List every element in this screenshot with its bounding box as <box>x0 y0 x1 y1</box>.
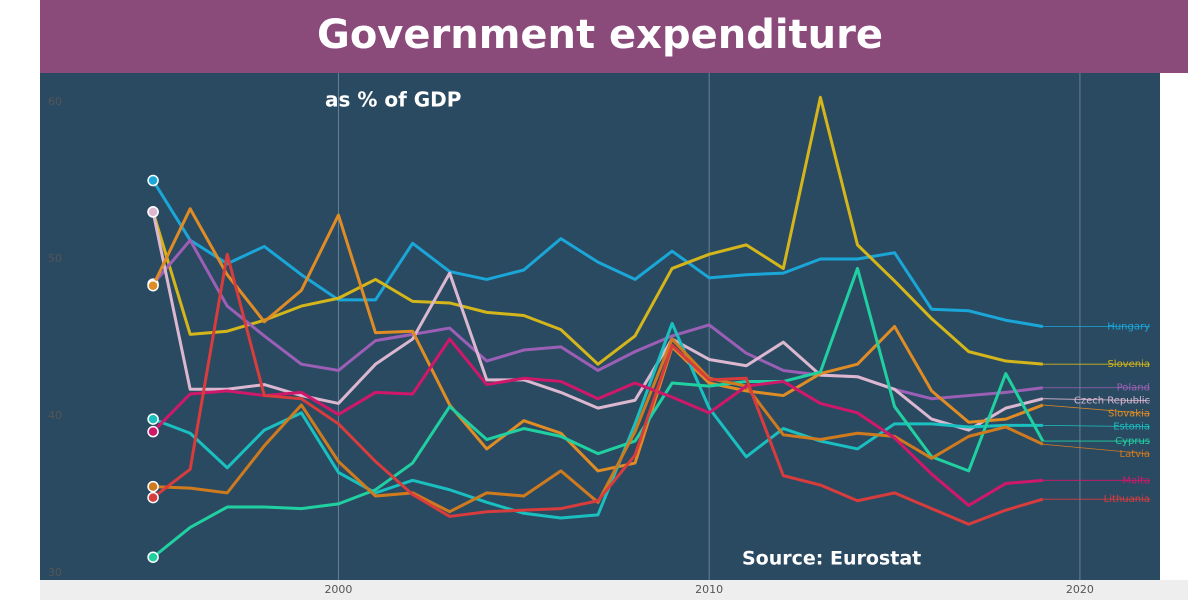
legend-label: Lithuania <box>1104 494 1150 505</box>
start-marker <box>147 413 159 425</box>
legend-label: Poland <box>1117 383 1150 394</box>
series-line <box>151 179 1044 328</box>
series-line <box>151 211 1044 432</box>
series-line <box>151 95 1043 366</box>
legend-label: Malta <box>1122 475 1150 486</box>
legend-label: Estonia <box>1113 422 1150 433</box>
title-banner <box>40 0 1188 73</box>
series-line <box>152 266 1045 559</box>
start-marker <box>147 491 159 504</box>
series-line <box>152 337 1043 507</box>
y-tick-label: 50 <box>48 252 62 265</box>
y-tick-label: 30 <box>48 566 62 579</box>
x-tick-label: 2000 <box>324 583 352 596</box>
series-line <box>152 321 1043 520</box>
chart-subtitle: as % of GDP <box>325 88 461 112</box>
start-marker <box>147 279 159 292</box>
y-tick-label: 40 <box>48 409 62 422</box>
x-tick-label: 2010 <box>695 583 723 596</box>
source-note: Source: Eurostat <box>742 548 921 570</box>
legend-label: Latvia <box>1120 449 1150 460</box>
series-line <box>152 252 1044 526</box>
legend-label: Slovenia <box>1107 359 1150 370</box>
start-marker <box>147 480 159 493</box>
chart-title: Government expenditure <box>317 12 883 58</box>
leader-line <box>1042 424 1151 428</box>
x-axis-strip <box>40 580 1188 600</box>
legend-label: Hungary <box>1107 322 1150 333</box>
legend-label: Czech Republic <box>1074 396 1150 407</box>
leader-line <box>1042 398 1151 402</box>
legend-label: Cyprus <box>1115 436 1150 447</box>
start-marker <box>147 551 159 563</box>
leader-line <box>1042 404 1151 415</box>
leader-line <box>1042 443 1151 455</box>
start-marker <box>147 206 159 218</box>
x-tick-label: 2020 <box>1066 583 1094 596</box>
series-line <box>151 207 1044 473</box>
plot-area <box>40 73 1160 580</box>
start-marker <box>147 425 159 438</box>
legend-label: Slovakia <box>1108 409 1150 420</box>
y-tick-label: 60 <box>48 95 62 108</box>
start-marker <box>147 174 159 187</box>
